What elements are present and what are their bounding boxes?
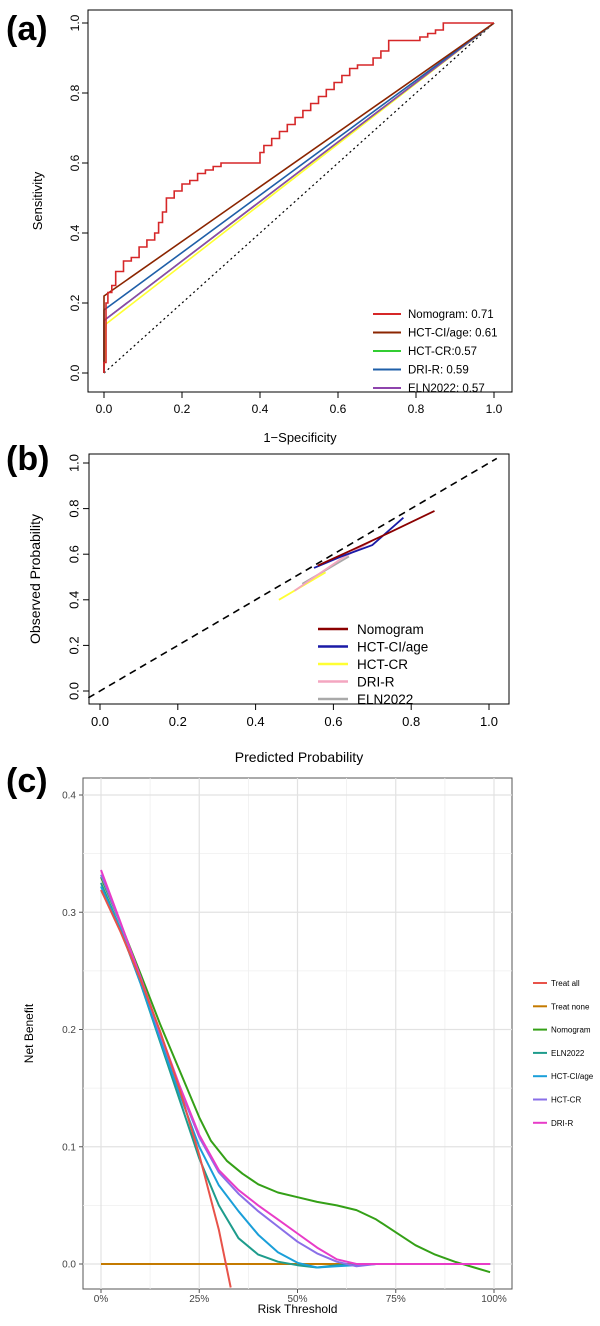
y-tick-label: 0.2 [66, 636, 81, 654]
calibration-chart: 0.0 0.0 0.2 0.2 0.4 0.4 0.6 0.6 0.8 0.8 1.0 1.0 Pred… [27, 453, 510, 765]
calibration-line [313, 517, 404, 569]
legend-label: HCT-CR [357, 657, 408, 672]
x-tick-label: 0% [94, 1294, 109, 1305]
legend-label: ELN2022 [551, 1049, 585, 1058]
plot-frame [87, 9, 513, 393]
calibration-line [293, 539, 373, 592]
x-tick-label: 25% [189, 1294, 209, 1305]
decision-curve [100, 876, 491, 1274]
roc-chart: 0.0 0.0 0.2 0.2 0.4 0.4 0.6 0.6 0.8 0.8 1.0 1.0 1−Sp… [30, 9, 513, 445]
x-tick-label: 0.4 [247, 714, 265, 729]
y-tick-label: 0.4 [68, 224, 82, 241]
legend-label: ELN2022 [357, 692, 413, 707]
x-tick-label: 1.0 [480, 714, 498, 729]
legend-label: Treat none [551, 1002, 590, 1011]
legend-label: ELN2022: 0.57 [408, 383, 485, 395]
y-axis-label: Net Benefit [22, 1003, 36, 1063]
y-tick-label: 1.0 [68, 14, 82, 31]
panel-label-b: (b) [6, 440, 50, 478]
legend-label: DRI-R: 0.59 [408, 365, 469, 377]
y-tick-label: 0.2 [62, 1025, 76, 1036]
panel-label-a: (a) [6, 10, 48, 48]
x-tick-label: 0.8 [402, 714, 420, 729]
legend-label: HCT-CI/age [551, 1072, 594, 1081]
x-tick-label: 75% [386, 1294, 406, 1305]
x-tick-label: 0.8 [408, 402, 425, 416]
legend-label: HCT-CI/age [357, 640, 428, 655]
x-tick-label: 0.2 [174, 402, 191, 416]
reference-diagonal [103, 22, 495, 374]
y-tick-label: 0.0 [68, 364, 82, 381]
roc-line [103, 22, 495, 373]
x-tick-label: 50% [287, 1294, 307, 1305]
reference-diagonal [87, 457, 498, 699]
legend-label: Treat all [551, 979, 580, 988]
legend-label: HCT-CR:0.57 [408, 346, 477, 358]
y-tick-label: 0.1 [62, 1142, 76, 1153]
x-tick-label: 0.0 [96, 402, 113, 416]
y-tick-label: 0.4 [66, 591, 81, 609]
y-axis-label: Observed Probability [27, 514, 43, 644]
x-tick-label: 0.6 [330, 402, 347, 416]
x-tick-label: 0.4 [252, 402, 269, 416]
legend-label: HCT-CI/age: 0.61 [408, 328, 497, 340]
legend-label: DRI-R [357, 675, 395, 690]
panel-label-c: (c) [6, 762, 48, 800]
x-axis-label: 1−Specificity [263, 430, 337, 445]
x-tick-label: 1.0 [486, 402, 503, 416]
y-tick-label: 0.2 [68, 294, 82, 311]
y-axis-label: Sensitivity [30, 171, 45, 230]
x-tick-label: 100% [481, 1294, 507, 1305]
y-tick-label: 0.8 [68, 84, 82, 101]
legend-label: DRI-R [551, 1119, 573, 1128]
x-tick-label: 0.2 [169, 714, 187, 729]
y-tick-label: 0.4 [62, 791, 76, 802]
y-tick-label: 0.6 [66, 545, 81, 563]
legend-label: HCT-CR [551, 1096, 581, 1105]
legend-label: Nomogram [551, 1026, 591, 1035]
y-tick-label: 0.6 [68, 154, 82, 171]
calibration-line [317, 510, 435, 567]
plot-frame [88, 453, 510, 705]
legend-label: Nomogram [357, 622, 424, 637]
x-tick-label: 0.0 [91, 714, 109, 729]
roc-line [103, 22, 494, 373]
y-tick-label: 0.0 [66, 682, 81, 700]
y-tick-label: 0.3 [62, 908, 76, 919]
y-tick-label: 0.8 [66, 500, 81, 518]
x-axis-label: Risk Threshold [258, 1302, 338, 1316]
y-tick-label: 0.0 [62, 1260, 76, 1271]
x-tick-label: 0.6 [324, 714, 342, 729]
decision-curve [100, 889, 232, 1288]
legend-label: Nomogram: 0.71 [408, 309, 494, 321]
y-tick-label: 1.0 [66, 454, 81, 472]
x-axis-label: Predicted Probability [235, 749, 363, 765]
